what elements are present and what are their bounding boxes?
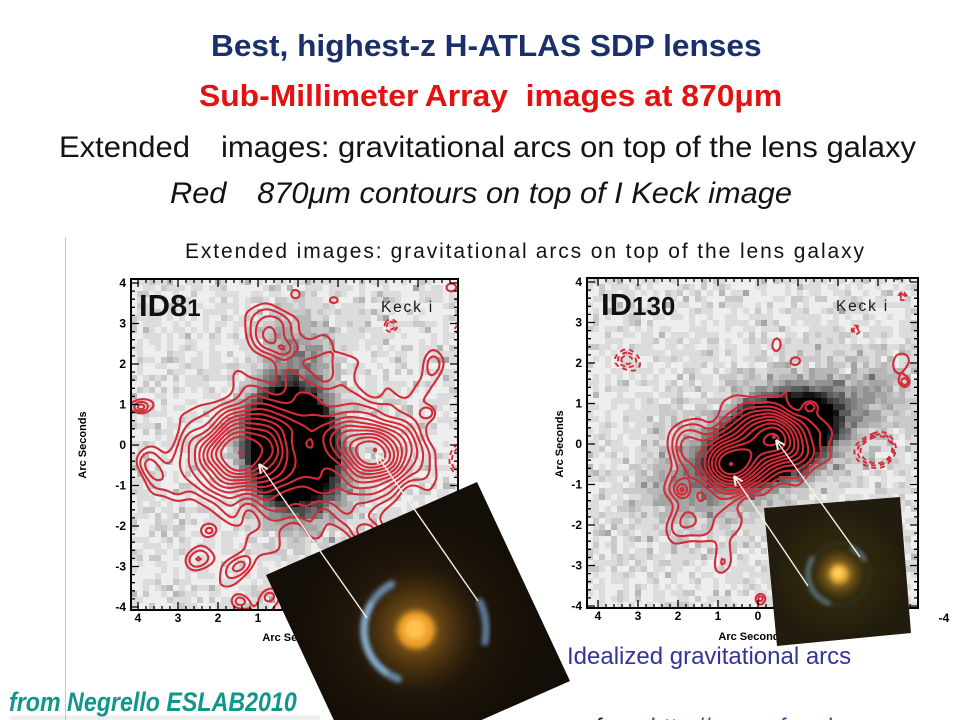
svg-text:-4: -4 bbox=[939, 611, 950, 625]
svg-text:4: 4 bbox=[575, 275, 582, 289]
svg-text:-4: -4 bbox=[571, 599, 582, 613]
svg-text:2: 2 bbox=[215, 611, 222, 625]
svg-text:1: 1 bbox=[575, 397, 582, 411]
svg-text:3: 3 bbox=[575, 316, 582, 330]
svg-text:Arc Seconds: Arc Seconds bbox=[77, 411, 89, 478]
svg-text:4: 4 bbox=[595, 609, 602, 623]
svg-text:3: 3 bbox=[175, 611, 182, 625]
svg-text:2: 2 bbox=[675, 609, 682, 623]
svg-text:1: 1 bbox=[255, 611, 262, 625]
svg-text:2: 2 bbox=[575, 356, 582, 370]
svg-text:Keck i: Keck i bbox=[836, 298, 889, 315]
svg-text:0: 0 bbox=[755, 609, 762, 623]
svg-text:1: 1 bbox=[119, 398, 126, 412]
svg-text:ID130: ID130 bbox=[601, 287, 675, 322]
svg-text:0: 0 bbox=[575, 437, 582, 451]
svg-text:-2: -2 bbox=[115, 519, 126, 533]
svg-text:3: 3 bbox=[119, 317, 126, 331]
svg-text:-1: -1 bbox=[115, 479, 126, 493]
svg-text:4: 4 bbox=[119, 276, 126, 290]
svg-text:-3: -3 bbox=[571, 559, 582, 573]
svg-text:1: 1 bbox=[715, 609, 722, 623]
svg-text:Keck i: Keck i bbox=[381, 299, 434, 316]
svg-text:4: 4 bbox=[135, 611, 142, 625]
svg-text:Arc Seconds: Arc Seconds bbox=[718, 631, 785, 643]
svg-text:Arc Seconds: Arc Seconds bbox=[554, 410, 566, 477]
svg-text:-1: -1 bbox=[571, 478, 582, 492]
svg-text:0: 0 bbox=[119, 438, 126, 452]
svg-text:3: 3 bbox=[635, 609, 642, 623]
svg-text:-4: -4 bbox=[115, 600, 126, 614]
svg-text:-2: -2 bbox=[571, 518, 582, 532]
svg-text:2: 2 bbox=[119, 357, 126, 371]
svg-text:-3: -3 bbox=[115, 560, 126, 574]
